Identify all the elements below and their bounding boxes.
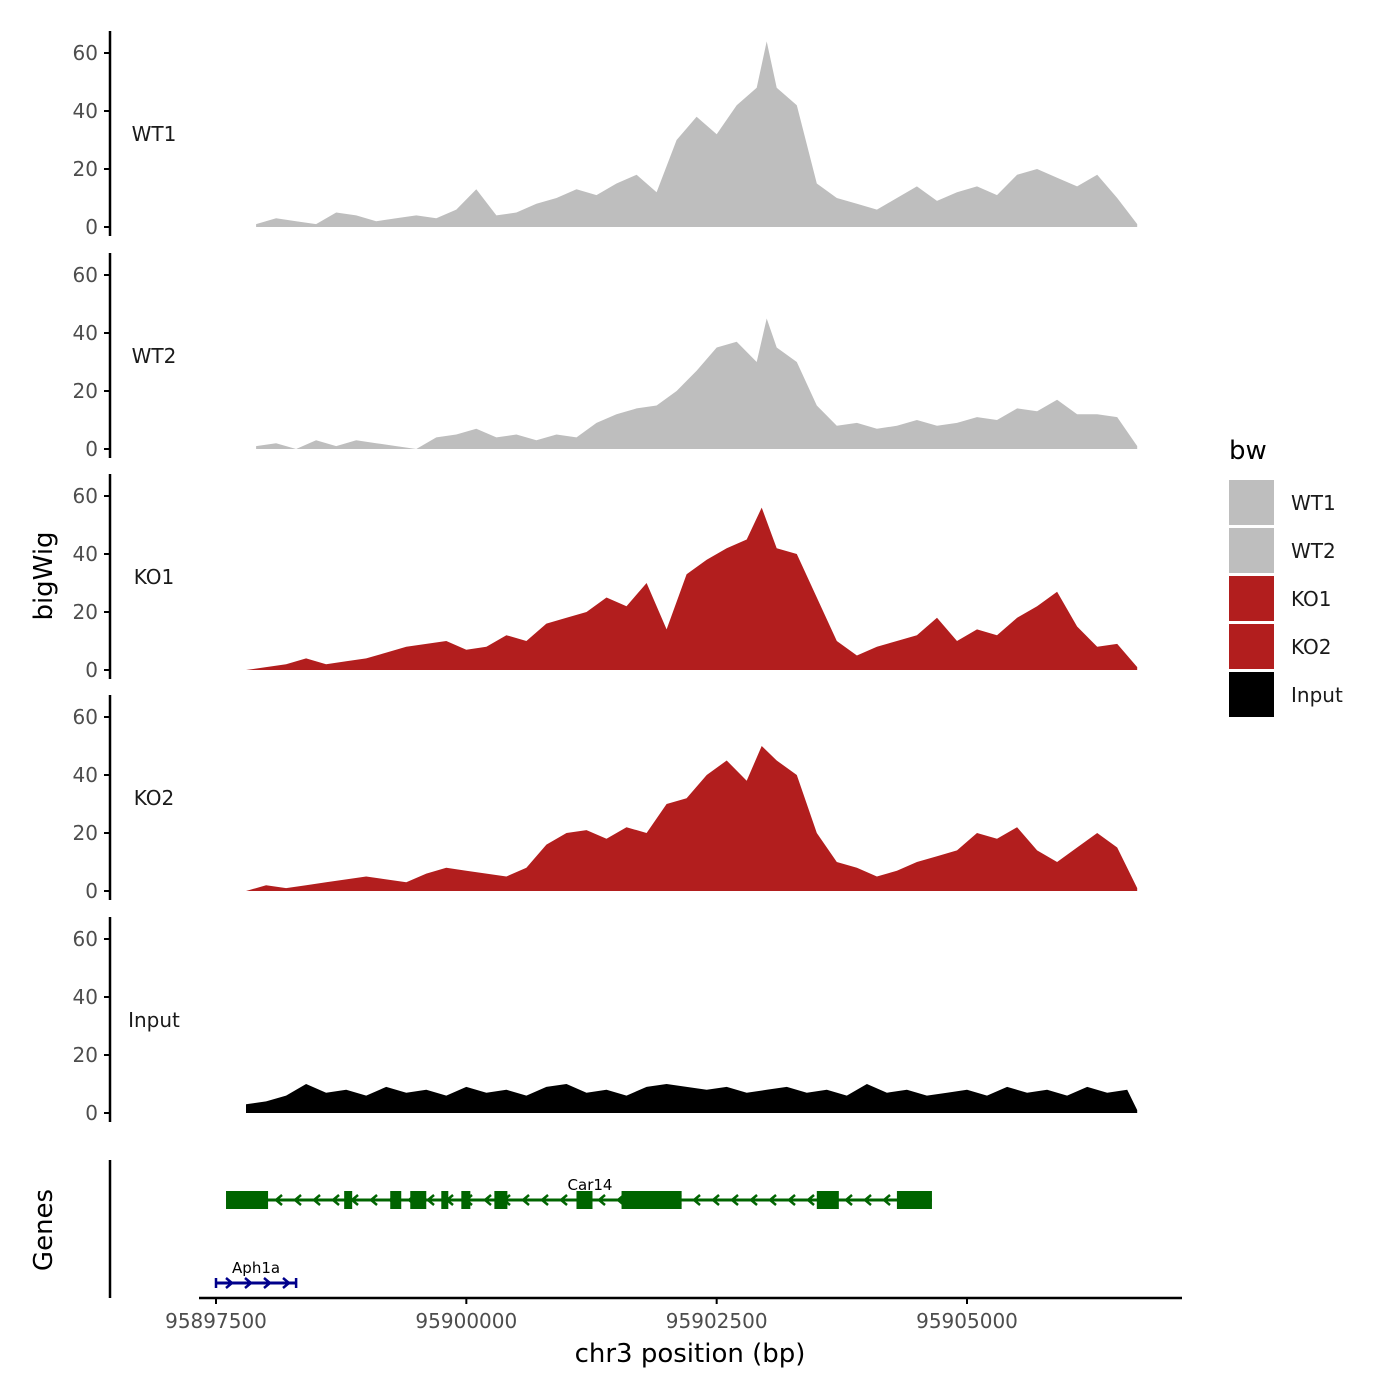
exon <box>576 1191 593 1209</box>
legend: bw WT1 WT2 KO1 KO2 Input <box>1229 436 1343 717</box>
y-tick-label: 0 <box>85 215 98 239</box>
strand-arrow <box>282 1277 291 1289</box>
y-tick-label: 60 <box>73 927 98 951</box>
x-tick-label: 95897500 <box>165 1309 267 1333</box>
track-ko2: 0 20 40 60 KO2 <box>73 695 1138 903</box>
y-tick-label: 20 <box>73 600 98 624</box>
strand-arrow <box>768 1194 777 1206</box>
y-tick-label: 0 <box>85 879 98 903</box>
y-tick-label: 40 <box>73 542 98 566</box>
y-tick-label: 0 <box>85 1101 98 1125</box>
strand-arrow <box>749 1194 758 1206</box>
y-tick-label: 40 <box>73 985 98 1009</box>
legend-title: bw <box>1229 436 1267 466</box>
y-tick-label: 20 <box>73 157 98 181</box>
area-wt1 <box>256 41 1138 228</box>
y-tick-label: 0 <box>85 437 98 461</box>
area-ko2 <box>246 746 1138 891</box>
legend-label-input: Input <box>1291 683 1343 707</box>
strand-arrow <box>263 1277 272 1289</box>
strand-arrow <box>540 1194 549 1206</box>
x-tick-label: 95905000 <box>916 1309 1018 1333</box>
track-label: WT1 <box>132 122 177 146</box>
track-wt1: 0 20 40 60 WT1 <box>73 31 1138 239</box>
area-wt2 <box>256 318 1138 449</box>
legend-swatch-ko1 <box>1229 576 1274 621</box>
strand-arrow <box>312 1194 321 1206</box>
strand-arrow <box>483 1194 492 1206</box>
exon <box>410 1191 427 1209</box>
y-tick-label: 20 <box>73 379 98 403</box>
strand-arrow <box>692 1194 701 1206</box>
y-tick-label: 60 <box>73 705 98 729</box>
track-wt2: 0 20 40 60 WT2 <box>73 253 1138 461</box>
y-tick-label: 40 <box>73 321 98 345</box>
y-tick-label: 60 <box>73 41 98 65</box>
gene-car14: Car14 <box>226 1176 932 1209</box>
y-tick-label: 40 <box>73 99 98 123</box>
strand-arrow <box>844 1194 853 1206</box>
x-axis-title: chr3 position (bp) <box>575 1339 806 1369</box>
gene-label: Car14 <box>568 1176 613 1194</box>
y-tick-label: 40 <box>73 763 98 787</box>
track-label: Input <box>128 1008 180 1032</box>
gene-aph1a: Aph1a <box>214 1259 298 1289</box>
genes-axis-title: Genes <box>29 1189 59 1271</box>
legend-label-ko2: KO2 <box>1291 635 1332 659</box>
strand-arrow <box>521 1194 530 1206</box>
track-input: 0 20 40 60 Input <box>73 917 1138 1125</box>
y-tick-label: 0 <box>85 658 98 682</box>
strand-arrow <box>274 1194 283 1206</box>
legend-label-wt2: WT2 <box>1291 539 1336 563</box>
track-label: KO1 <box>134 565 175 589</box>
exon <box>494 1191 508 1209</box>
strand-arrow <box>559 1194 568 1206</box>
y-tick-label: 20 <box>73 1043 98 1067</box>
track-label: WT2 <box>132 344 177 368</box>
legend-label-ko1: KO1 <box>1291 587 1332 611</box>
strand-arrow <box>426 1194 435 1206</box>
area-input <box>246 1084 1138 1113</box>
legend-swatch-input <box>1229 672 1274 717</box>
gene-track: Car14 Aph1a <box>108 1160 932 1298</box>
strand-arrow <box>863 1194 872 1206</box>
exon <box>461 1191 471 1209</box>
strand-arrow <box>293 1194 302 1206</box>
exon <box>441 1191 449 1209</box>
exon <box>226 1191 269 1209</box>
strand-arrow <box>787 1194 796 1206</box>
exon <box>344 1191 353 1209</box>
legend-label-wt1: WT1 <box>1291 491 1336 515</box>
y-axis-title: bigWig <box>29 531 59 620</box>
strand-arrow <box>597 1194 606 1206</box>
strand-arrow <box>806 1194 815 1206</box>
strand-arrow <box>882 1194 891 1206</box>
strand-arrow <box>730 1194 739 1206</box>
strand-arrow <box>369 1194 378 1206</box>
strand-arrow <box>225 1277 234 1289</box>
area-ko1 <box>246 507 1138 670</box>
strand-arrow <box>711 1194 720 1206</box>
exon <box>816 1191 839 1209</box>
strand-arrow <box>244 1277 253 1289</box>
legend-swatch-wt1 <box>1229 480 1274 525</box>
exon <box>390 1191 402 1209</box>
track-ko1: 0 20 40 60 KO1 <box>73 474 1138 682</box>
y-tick-label: 60 <box>73 484 98 508</box>
track-label: KO2 <box>134 786 175 810</box>
x-tick-label: 95900000 <box>415 1309 517 1333</box>
legend-swatch-wt2 <box>1229 528 1274 573</box>
x-axis: 95897500 95900000 95902500 95905000 <box>165 1296 1182 1333</box>
y-tick-label: 60 <box>73 263 98 287</box>
x-tick-label: 95902500 <box>666 1309 768 1333</box>
exon <box>621 1191 682 1209</box>
strand-arrow <box>331 1194 340 1206</box>
signal-tracks: 0 20 40 60 WT1 0 20 40 60 WT2 0 20 40 60 KO1 0 20 40 60 KO2… <box>73 31 1138 1125</box>
exon <box>896 1191 932 1209</box>
legend-swatch-ko2 <box>1229 624 1274 669</box>
gene-label: Aph1a <box>232 1259 280 1277</box>
y-tick-label: 20 <box>73 821 98 845</box>
